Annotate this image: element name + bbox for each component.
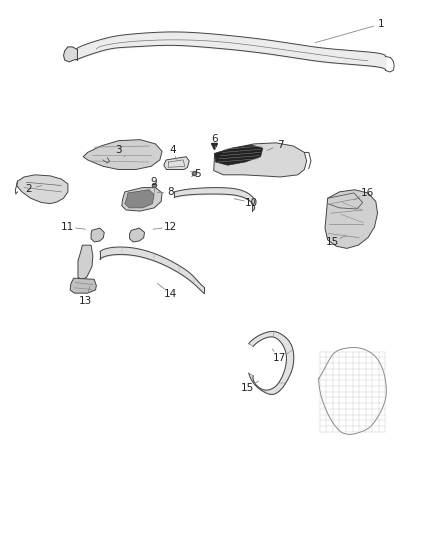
Polygon shape xyxy=(91,228,104,242)
Text: 13: 13 xyxy=(79,296,92,306)
Polygon shape xyxy=(215,145,263,165)
Text: 14: 14 xyxy=(164,289,177,299)
Text: 5: 5 xyxy=(194,169,201,179)
Text: 15: 15 xyxy=(326,237,339,247)
Text: 1: 1 xyxy=(378,19,385,29)
Text: 17: 17 xyxy=(273,353,286,363)
Polygon shape xyxy=(17,175,68,204)
Polygon shape xyxy=(130,228,145,242)
Polygon shape xyxy=(125,190,154,208)
Text: 16: 16 xyxy=(360,188,374,198)
Text: 12: 12 xyxy=(163,222,177,232)
Text: 11: 11 xyxy=(61,222,74,232)
Polygon shape xyxy=(249,332,294,394)
Polygon shape xyxy=(64,47,77,62)
Text: 2: 2 xyxy=(25,184,32,194)
Polygon shape xyxy=(122,188,162,211)
Polygon shape xyxy=(325,190,378,248)
Text: 7: 7 xyxy=(277,140,284,150)
Text: 8: 8 xyxy=(167,187,174,197)
Polygon shape xyxy=(78,245,93,280)
Text: 3: 3 xyxy=(115,146,122,155)
Text: 6: 6 xyxy=(211,134,218,143)
Polygon shape xyxy=(83,140,162,169)
Polygon shape xyxy=(214,143,307,177)
Polygon shape xyxy=(164,157,189,169)
Text: 10: 10 xyxy=(245,198,258,207)
Text: 15: 15 xyxy=(241,383,254,393)
Text: 9: 9 xyxy=(151,177,158,187)
Polygon shape xyxy=(70,278,96,293)
Text: 4: 4 xyxy=(170,146,177,155)
